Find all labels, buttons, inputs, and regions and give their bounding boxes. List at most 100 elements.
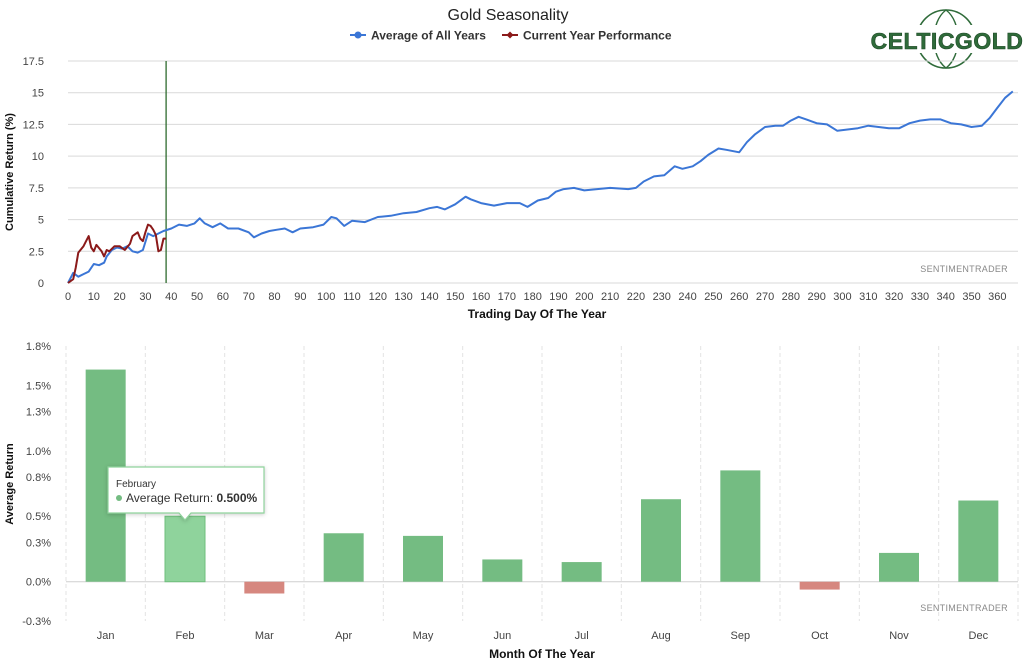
legend-label-average: Average of All Years [371,29,486,43]
x-tick-label: 200 [575,291,593,303]
current-series-line[interactable] [67,223,167,284]
x-axis-title: Trading Day Of The Year [468,307,607,321]
x-tick-label: 170 [498,291,516,303]
x-tick-label: Sep [731,630,751,642]
x-tick-label: 330 [911,291,929,303]
x-tick-label: 210 [601,291,619,303]
y-tick-label: 17.5 [23,56,44,68]
x-tick-label: 80 [268,291,280,303]
x-tick-label: 140 [420,291,438,303]
x-tick-label: 150 [446,291,464,303]
bar-oct[interactable] [799,581,840,590]
x-tick-label: 20 [114,291,126,303]
bottom-chart: -0.3% 0.0% 0.3% 0.5% 0.8% 1.0% 1.3% 1.5% 1.8% Jan… [4,341,1019,661]
bar-dec[interactable] [958,500,999,582]
legend-label-current: Current Year Performance [523,29,672,43]
y-axis-title: Average Return [4,443,16,525]
y-tick-label: 0.5% [26,511,51,523]
y-tick-label: 0.0% [26,577,51,589]
watermark: SENTIMENTRADER [920,264,1008,274]
y-tick-label: 1.8% [26,341,51,353]
average-series-line[interactable] [67,90,1014,284]
x-tick-label: May [413,630,434,642]
y-tick-label: 0.3% [26,537,51,549]
x-tick-label: Feb [176,630,195,642]
bar-nov[interactable] [879,552,919,582]
x-tick-label: Jun [493,630,511,642]
bar-apr[interactable] [323,533,364,582]
x-tick-label: 110 [343,291,361,303]
y-tick-label: 10 [32,151,44,163]
legend-item-current[interactable]: Current Year Performance [502,29,672,43]
x-tick-label: 220 [627,291,645,303]
y-tick-label: 0 [38,278,44,290]
x-tick-label: 350 [962,291,980,303]
x-tick-label: 270 [756,291,774,303]
y-tick-label: 1.5% [26,380,51,392]
bar-feb[interactable] [164,515,206,583]
y-tick-label: 1.0% [26,446,51,458]
tooltip-label: Average Return: 0.500% [126,491,258,505]
legend: Average of All Years Current Year Perfor… [350,29,672,43]
bar-jul[interactable] [561,562,602,582]
x-tick-label: Dec [969,630,989,642]
x-tick-label: Mar [255,630,274,642]
watermark: SENTIMENTRADER [920,603,1008,613]
x-tick-label: 160 [472,291,490,303]
y-tick-label: 7.5 [29,183,44,195]
x-tick-label: 320 [885,291,903,303]
x-tick-label: 60 [217,291,229,303]
x-tick-label: 30 [139,291,151,303]
x-tick-label: 130 [394,291,412,303]
x-tick-label: Oct [811,630,828,642]
x-tick-label: 250 [704,291,722,303]
y-tick-label: -0.3% [22,616,51,628]
y-tick-label: 2.5 [29,246,44,258]
logo-text: CELTICGOLD [871,28,1024,54]
tooltip-value: 0.500% [217,491,258,505]
x-tick-label: 50 [191,291,203,303]
y-tick-label: 15 [32,88,44,100]
x-tick-label: Nov [889,630,909,642]
bar-jun[interactable] [482,559,523,582]
legend-item-average[interactable]: Average of All Years [350,29,486,43]
x-tick-label: 100 [317,291,335,303]
tooltip-title: February [116,479,156,490]
x-tick-label: 190 [549,291,567,303]
x-axis-title: Month Of The Year [489,647,595,661]
top-chart: 0 2.5 5 7.5 10 12.5 15 17.5 0 10 20 30 40 50 60 70 80 90 1… [4,56,1018,321]
x-tick-label: 10 [88,291,100,303]
x-tick-label: 230 [653,291,671,303]
x-tick-label: 310 [859,291,877,303]
y-tick-label: 12.5 [23,119,44,131]
y-tick-label: 5 [38,215,44,227]
bar-aug[interactable] [641,499,681,582]
x-tick-label: 300 [833,291,851,303]
y-tick-label: 1.3% [26,406,51,418]
x-tick-label: 180 [523,291,541,303]
chart-title: Gold Seasonality [448,7,569,24]
bar-mar[interactable] [244,581,285,594]
celticgold-logo: CELTICGOLD [870,9,1024,69]
x-tick-label: 120 [369,291,387,303]
tooltip-label-text: Average Return: [126,491,217,505]
x-tick-label: Jan [97,630,115,642]
x-tick-label: 70 [243,291,255,303]
x-tick-label: Jul [575,630,589,642]
bar-may[interactable] [403,535,443,582]
x-tick-label: 0 [65,291,71,303]
x-tick-label: 90 [294,291,306,303]
x-tick-label: 340 [937,291,955,303]
x-tick-label: 360 [988,291,1006,303]
x-tick-label: 240 [678,291,696,303]
x-tick-label: 280 [782,291,800,303]
y-axis-title: Cumulative Return (%) [4,113,16,231]
tooltip-series-dot [116,495,122,501]
x-tick-label: Aug [651,630,671,642]
x-tick-label: 40 [165,291,177,303]
bar-sep[interactable] [720,470,761,582]
y-tick-label: 0.8% [26,472,51,484]
x-tick-label: 260 [730,291,748,303]
x-tick-label: 290 [807,291,825,303]
